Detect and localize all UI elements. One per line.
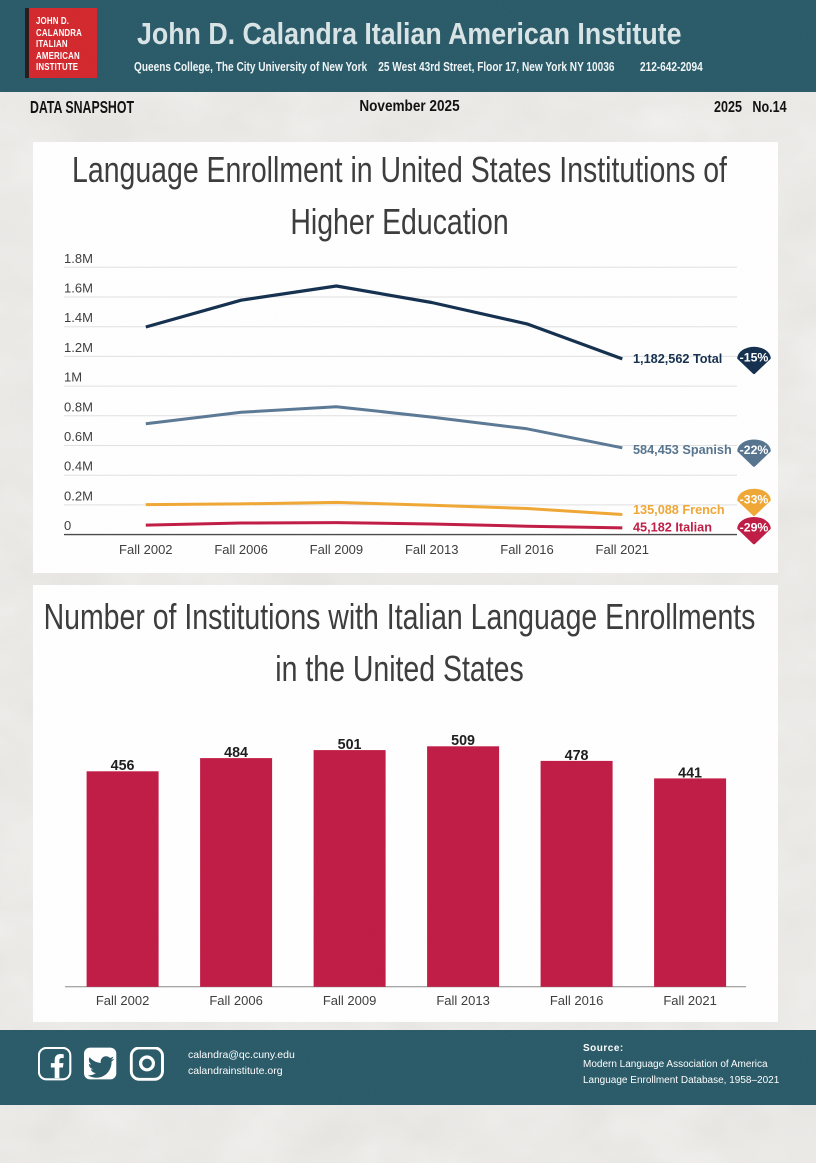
svg-text:-22%: -22% bbox=[740, 443, 769, 457]
svg-text:1.2M: 1.2M bbox=[64, 340, 93, 355]
svg-text:Fall 2021: Fall 2021 bbox=[596, 542, 649, 557]
svg-text:Fall 2006: Fall 2006 bbox=[209, 993, 262, 1008]
svg-text:Fall 2021: Fall 2021 bbox=[663, 993, 716, 1008]
svg-text:Fall 2002: Fall 2002 bbox=[96, 993, 149, 1008]
svg-text:-33%: -33% bbox=[740, 492, 769, 506]
svg-text:Fall 2016: Fall 2016 bbox=[500, 542, 553, 557]
svg-text:0.6M: 0.6M bbox=[64, 429, 93, 444]
svg-text:Fall 2006: Fall 2006 bbox=[214, 542, 267, 557]
svg-text:0.2M: 0.2M bbox=[64, 488, 93, 503]
svg-text:Fall 2002: Fall 2002 bbox=[119, 542, 172, 557]
svg-text:1.4M: 1.4M bbox=[64, 310, 93, 325]
svg-text:1.6M: 1.6M bbox=[64, 281, 93, 296]
svg-text:441: 441 bbox=[678, 765, 702, 781]
svg-text:1M: 1M bbox=[64, 370, 82, 385]
svg-text:0.8M: 0.8M bbox=[64, 399, 93, 414]
svg-text:-29%: -29% bbox=[740, 521, 769, 535]
svg-text:456: 456 bbox=[111, 758, 135, 774]
svg-text:484: 484 bbox=[224, 745, 248, 761]
svg-text:Fall 2016: Fall 2016 bbox=[550, 993, 603, 1008]
svg-text:1.8M: 1.8M bbox=[64, 251, 93, 266]
svg-text:-15%: -15% bbox=[740, 351, 769, 365]
svg-text:501: 501 bbox=[338, 737, 362, 753]
svg-text:478: 478 bbox=[565, 748, 589, 764]
svg-text:135,088 French: 135,088 French bbox=[633, 503, 725, 517]
svg-text:Fall 2009: Fall 2009 bbox=[310, 542, 363, 557]
svg-text:Fall 2009: Fall 2009 bbox=[323, 993, 376, 1008]
svg-text:1,182,562 Total: 1,182,562 Total bbox=[633, 352, 722, 366]
svg-text:0.4M: 0.4M bbox=[64, 459, 93, 474]
svg-text:509: 509 bbox=[451, 733, 475, 749]
svg-text:Fall 2013: Fall 2013 bbox=[436, 993, 489, 1008]
svg-text:584,453 Spanish: 584,453 Spanish bbox=[633, 443, 732, 457]
svg-text:Fall 2013: Fall 2013 bbox=[405, 542, 458, 557]
svg-text:0: 0 bbox=[64, 518, 71, 533]
svg-text:45,182 Italian: 45,182 Italian bbox=[633, 521, 712, 535]
